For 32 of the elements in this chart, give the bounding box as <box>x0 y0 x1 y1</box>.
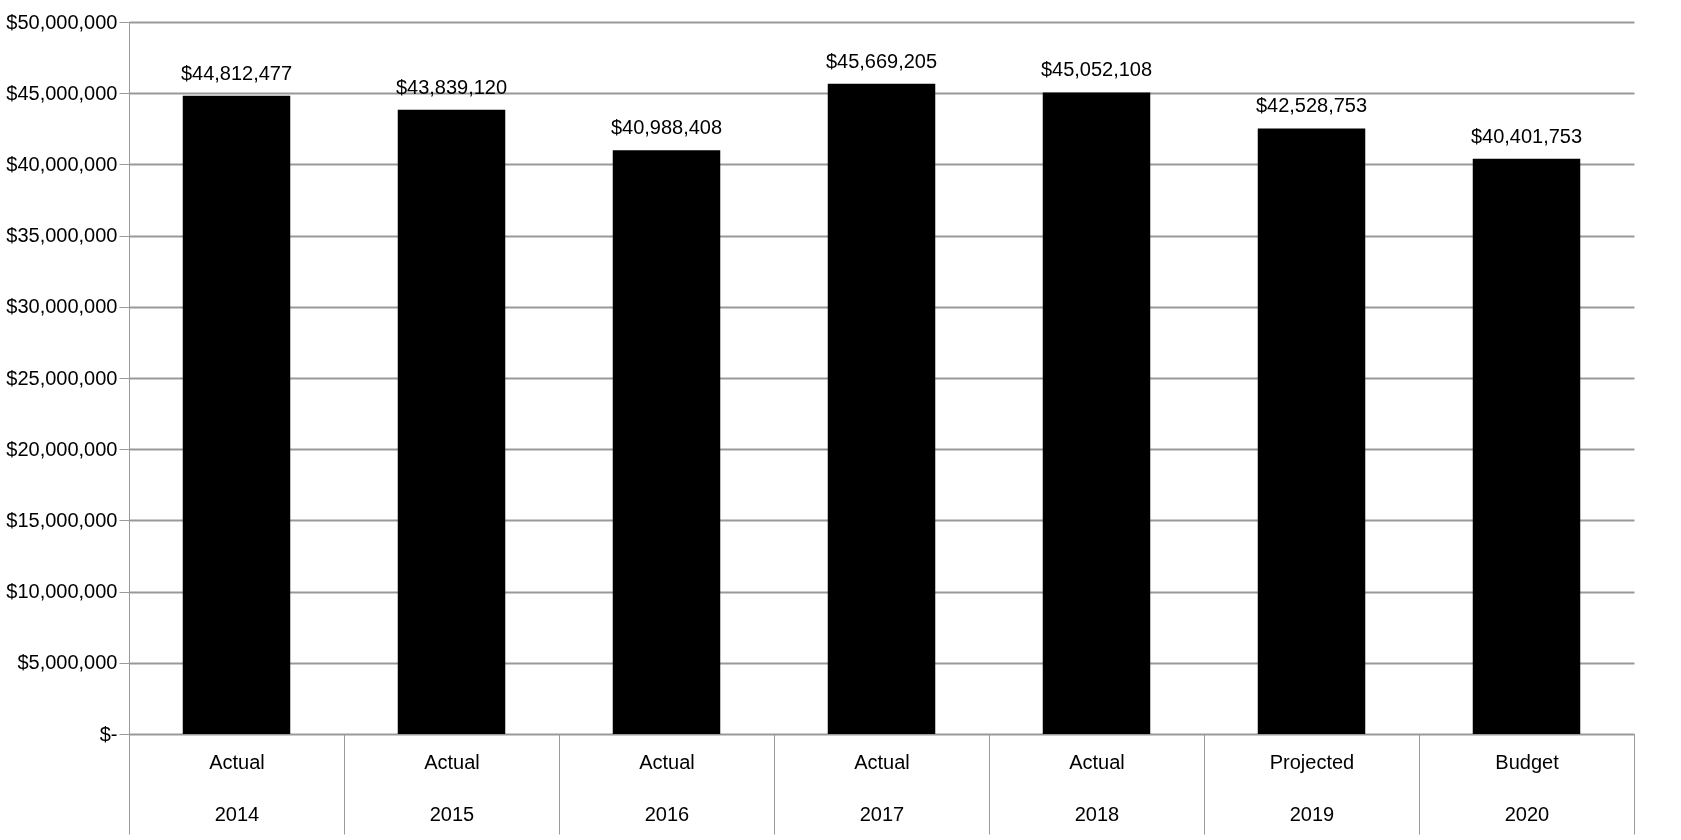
bar <box>1472 158 1581 734</box>
y-tick-label: $45,000,000 <box>6 81 118 104</box>
category-label: Actual 2015 <box>424 750 480 825</box>
data-label: $44,812,477 <box>180 61 293 84</box>
bar <box>1042 92 1151 734</box>
data-label: $45,052,108 <box>1040 58 1153 81</box>
y-tick-label: $30,000,000 <box>6 295 118 318</box>
category-label: Budget 2020 <box>1495 750 1559 825</box>
data-label: $42,528,753 <box>1255 94 1368 117</box>
y-tick-label: $50,000,000 <box>6 10 118 33</box>
category-label: Actual 2017 <box>854 750 910 825</box>
y-tick-label: $20,000,000 <box>6 437 118 460</box>
bar <box>1257 128 1366 734</box>
y-tick-label: $- <box>99 722 118 745</box>
category-label: Actual 2016 <box>639 750 695 825</box>
y-tick-label: $40,000,000 <box>6 152 118 175</box>
category-label: Actual 2018 <box>1069 750 1125 825</box>
bar <box>182 95 291 734</box>
y-tick-label: $15,000,000 <box>6 508 118 531</box>
data-label: $40,401,753 <box>1470 124 1583 147</box>
y-tick-label: $25,000,000 <box>6 366 118 389</box>
y-tick-label: $10,000,000 <box>6 580 118 603</box>
data-label: $43,839,120 <box>395 75 508 98</box>
bar <box>827 83 936 734</box>
data-label: $45,669,205 <box>825 49 938 72</box>
data-label: $40,988,408 <box>610 116 723 139</box>
category-label: Actual 2014 <box>209 750 265 825</box>
bar <box>397 109 506 734</box>
category-label: Projected 2019 <box>1269 750 1355 825</box>
bar <box>612 150 721 734</box>
y-tick-label: $5,000,000 <box>17 651 118 674</box>
y-tick-label: $35,000,000 <box>6 224 118 247</box>
